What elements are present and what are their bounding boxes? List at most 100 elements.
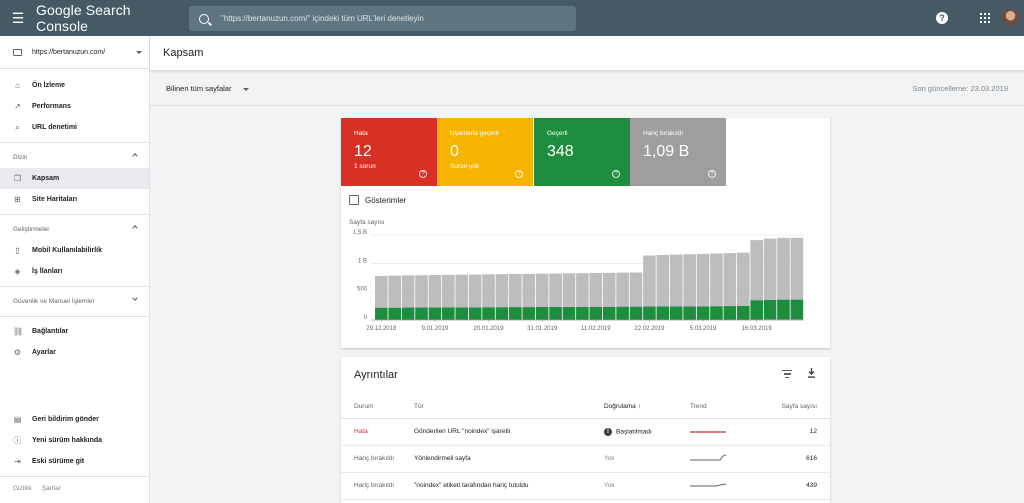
last-updated: Son güncelleme: 23.03.2019: [912, 84, 1009, 93]
bar-geçerli: [509, 307, 522, 320]
sidebar-item-url-inspection[interactable]: ⌕ URL denetimi: [0, 117, 149, 138]
filter-icon[interactable]: [782, 370, 792, 380]
table-row[interactable]: Hariç bırakıldı "noindex" etiketi tarafı…: [341, 472, 830, 500]
sidebar-item-coverage[interactable]: ❐ Kapsam: [0, 168, 149, 189]
col-trend[interactable]: Trend: [690, 395, 760, 419]
section-index[interactable]: Dizin: [0, 147, 149, 168]
row-validation: Yok: [604, 445, 690, 473]
bar-hariç-bırakıldı: [442, 274, 455, 308]
sidebar-item-job-postings[interactable]: ◈ İş İlanları: [14, 267, 63, 276]
chevron-down-icon: [242, 88, 249, 91]
row-type: Gönderilen URL "noindex" işaretli: [414, 418, 604, 446]
table-row[interactable]: Hata Gönderilen URL "noindex" işaretli !…: [341, 418, 830, 446]
sidebar-item-performance[interactable]: ↗ Performans: [14, 102, 71, 111]
bar-geçerli: [750, 300, 763, 320]
search-input[interactable]: [221, 14, 561, 23]
divider: [0, 316, 149, 317]
property-selector[interactable]: https://bertanuzun.com/: [0, 36, 149, 69]
bar-geçerli: [415, 307, 428, 320]
bar-geçerli: [790, 299, 804, 320]
y-tick-label: 0: [364, 315, 368, 321]
property-icon: [13, 48, 22, 56]
exit-icon: ⇥: [14, 457, 21, 466]
col-validation[interactable]: Doğrulama ↑: [604, 395, 690, 419]
apps-grid-icon[interactable]: [980, 13, 990, 23]
chevron-up-icon: [132, 153, 138, 159]
row-trend: [690, 472, 760, 500]
tile-excluded[interactable]: Hariç bırakıldı 1,09 B ?: [630, 118, 726, 186]
table-row[interactable]: Hariç bırakıldı Yönlendirmeli sayfa Yok …: [341, 445, 830, 473]
legal-links: Gizlilik Şartlar: [0, 481, 149, 495]
help-icon[interactable]: ?: [515, 170, 523, 178]
terms-link[interactable]: Şartlar: [41, 484, 61, 492]
bar-geçerli: [549, 306, 562, 320]
help-icon[interactable]: ?: [708, 170, 716, 178]
section-security[interactable]: Güvenlik ve Manuel İşlemler: [0, 291, 149, 312]
bar-hariç-bırakıldı: [401, 275, 415, 308]
chevron-down-icon: [136, 51, 142, 54]
avatar[interactable]: [1002, 9, 1019, 26]
bar-hariç-bırakıldı: [468, 274, 482, 308]
trend-sparkline: [690, 483, 727, 486]
help-icon[interactable]: ?: [936, 12, 948, 24]
bar-geçerli: [428, 307, 442, 320]
bar-hariç-bırakıldı: [428, 275, 442, 308]
bar-hariç-bırakıldı: [616, 272, 629, 307]
search-icon: [199, 13, 209, 24]
x-tick-label: 5.03.2019: [690, 326, 717, 332]
sidebar-item-old-version[interactable]: ⇥ Eski sürüme git: [14, 457, 85, 466]
row-count: 12: [760, 418, 830, 446]
x-tick-label: 20.01.2019: [474, 326, 505, 332]
bar-hariç-bırakıldı: [455, 274, 469, 308]
menu-icon[interactable]: ☰: [11, 9, 25, 26]
tile-valid[interactable]: Geçerli 348 ?: [534, 118, 630, 186]
bar-geçerli: [576, 306, 589, 320]
app-brand[interactable]: Google Search Console: [36, 2, 131, 34]
x-tick-label: 29.12.2018: [366, 326, 397, 332]
sidebar-item-settings[interactable]: ⚙ Ayarlar: [13, 348, 56, 357]
layers-icon: ◈: [14, 267, 21, 276]
info-icon: ⓘ: [13, 436, 22, 445]
bar-geçerli: [629, 306, 643, 320]
home-icon: ⌂: [15, 81, 20, 90]
sidebar-item-new-version[interactable]: ⓘ Yeni sürüm hakkında: [13, 436, 103, 445]
col-type[interactable]: Tür: [414, 395, 604, 419]
sidebar-item-links[interactable]: ⛓ Bağlantılar: [13, 327, 69, 336]
table-header-row: Durum Tür Doğrulama ↑ Trend Sayfa sayısı: [341, 395, 830, 419]
details-title: Ayrıntılar: [354, 369, 398, 381]
x-tick-label: 16.03.2019: [742, 326, 773, 332]
row-validation: ! Başlatılmadı: [604, 418, 690, 446]
sidebar-item-sitemaps[interactable]: ⊞ Site Haritaları: [14, 195, 78, 204]
col-status[interactable]: Durum: [341, 395, 414, 419]
bar-hariç-bırakıldı: [777, 237, 790, 300]
divider: [0, 286, 149, 287]
section-enhancements[interactable]: Geliştirmeler: [0, 219, 149, 240]
sidebar-item-overview[interactable]: ⌂ Ön İzleme: [0, 75, 149, 96]
bar-geçerli: [455, 307, 469, 320]
y-tick-label: 1 B: [358, 258, 367, 264]
bar-geçerli: [562, 306, 576, 320]
bar-hariç-bırakıldı: [656, 254, 670, 307]
url-inspect-search[interactable]: [189, 6, 576, 31]
bar-geçerli: [696, 306, 710, 320]
help-icon[interactable]: ?: [419, 170, 427, 178]
help-icon[interactable]: ?: [612, 170, 620, 178]
privacy-link[interactable]: Gizlilik: [13, 484, 32, 492]
pages-filter-dropdown[interactable]: Bilinen tüm sayfalar: [166, 84, 249, 93]
impressions-checkbox[interactable]: [349, 195, 359, 205]
tile-error[interactable]: Hata 12 1 sorun ?: [341, 118, 437, 186]
sidebar-item-mobile-usability[interactable]: ▯ Mobil Kullanılabilirlik: [0, 240, 149, 261]
tile-valid-with-warnings[interactable]: Uyarılarla geçerli 0 Sorun yok ?: [437, 118, 533, 186]
x-tick-label: 31.01.2019: [527, 326, 558, 332]
col-page-count[interactable]: Sayfa sayısı: [760, 395, 830, 419]
bar-hariç-bırakıldı: [549, 273, 562, 307]
bar-geçerli: [777, 299, 790, 320]
x-tick-label: 11.02.2019: [581, 326, 611, 332]
download-icon[interactable]: [807, 368, 816, 378]
bar-geçerli: [589, 306, 603, 320]
y-axis-label: Sayfa sayısı: [349, 219, 385, 226]
sidebar-item-feedback[interactable]: ▤ Geri bildirim gönder: [13, 415, 99, 424]
impressions-toggle[interactable]: Gösterimler: [349, 195, 406, 205]
bar-geçerli: [736, 305, 750, 320]
bar-geçerli: [388, 307, 402, 320]
